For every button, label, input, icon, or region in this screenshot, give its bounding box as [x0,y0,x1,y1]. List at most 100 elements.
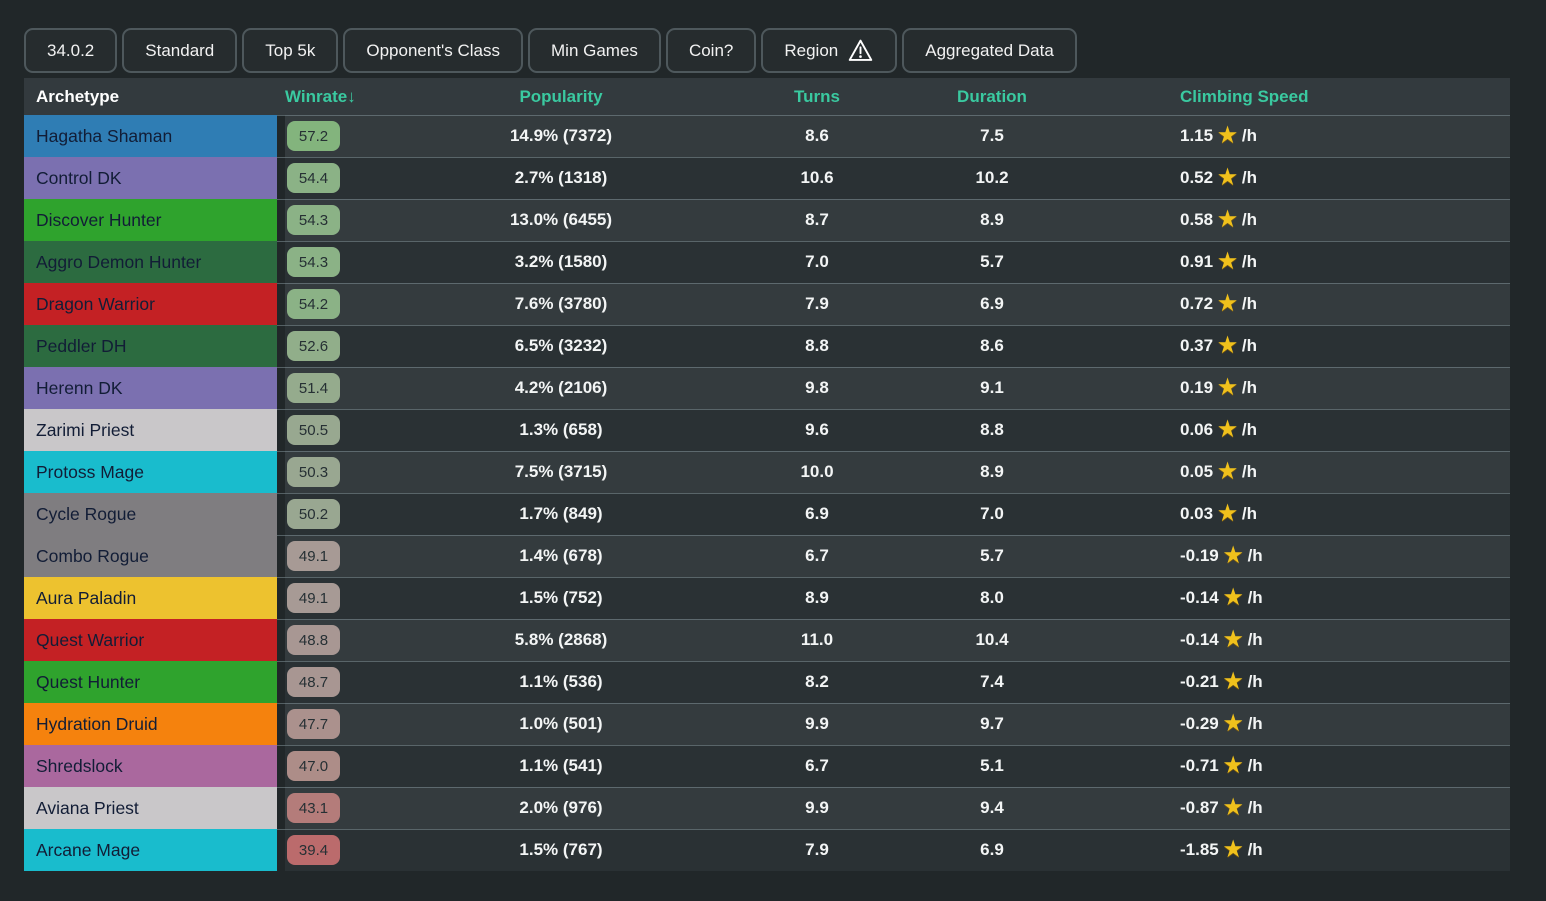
archetype-cell[interactable]: Dragon Warrior [24,283,277,325]
archetype-cell[interactable]: Zarimi Priest [24,409,277,451]
per-hour-suffix: /h [1241,420,1258,439]
format-button[interactable]: Standard [122,28,238,73]
archetype-cell[interactable]: Cycle Rogue [24,493,277,535]
duration-value: 6.9 [980,840,1004,859]
archetype-name: Zarimi Priest [36,419,135,440]
table-row: Discover Hunter 54.3 13.0% (6455) 8.7 8.… [24,199,1510,241]
coin-button[interactable]: Coin? [665,28,757,73]
winrate-badge: 51.4 [287,373,340,403]
per-hour-suffix: /h [1247,630,1263,649]
star-icon: ★ [1223,753,1243,777]
popularity-value: 1.5% (752) [519,588,603,607]
table-body: Hagatha Shaman 57.2 14.9% (7372) 8.6 7.5… [24,115,1510,871]
popularity-value: 7.5% (3715) [514,462,608,481]
duration-value: 9.1 [980,378,1004,397]
table-row: Aggro Demon Hunter 54.3 3.2% (1580) 7.0 … [24,241,1510,283]
archetype-cell[interactable]: Discover Hunter [24,199,277,241]
duration-value: 8.6 [980,336,1004,355]
per-hour-suffix: /h [1247,546,1263,565]
archetype-cell[interactable]: Shredslock [24,745,277,787]
archetype-cell[interactable]: Aviana Priest [24,787,277,829]
archetype-cell[interactable]: Quest Warrior [24,619,277,661]
archetype-cell[interactable]: Control DK [24,157,277,199]
sort-desc-icon: ↓ [347,86,356,106]
filter-toolbar: 34.0.2 Standard Top 5k Opponent's Class … [24,28,1510,73]
climbing-speed-value: 0.05 ★/h [1047,451,1510,493]
archetype-cell[interactable]: Hydration Druid [24,703,277,745]
winrate-badge: 50.2 [287,499,340,529]
min-games-button[interactable]: Min Games [528,28,661,73]
archetype-name: Hydration Druid [36,713,158,734]
table-row: Zarimi Priest 50.5 1.3% (658) 9.6 8.8 0.… [24,409,1510,451]
winrate-badge: 54.3 [287,247,340,277]
climbing-speed-value: -0.21 ★/h [1047,661,1510,703]
duration-value: 10.2 [975,168,1009,187]
archetype-cell[interactable]: Herenn DK [24,367,277,409]
archetype-cell[interactable]: Protoss Mage [24,451,277,493]
popularity-value: 5.8% (2868) [514,630,608,649]
winrate-cell: 47.0 [285,745,425,787]
star-icon: ★ [1223,669,1243,693]
format-label: Standard [145,40,215,60]
popularity-value: 2.0% (976) [519,798,603,817]
archetype-cell[interactable]: Aura Paladin [24,577,277,619]
archetype-name: Herenn DK [36,377,123,398]
winrate-cell: 49.1 [285,577,425,619]
archetype-name: Aviana Priest [36,797,139,818]
winrate-badge: 47.7 [287,709,340,739]
column-spacer [277,829,285,871]
climbing-speed-value: -0.87 ★/h [1047,787,1510,829]
climb-number: -0.19 [1180,546,1219,565]
header-archetype[interactable]: Archetype [36,86,120,106]
column-spacer [277,745,285,787]
region-button[interactable]: Region [761,28,898,73]
rank-filter-button[interactable]: Top 5k [242,28,339,73]
turns-value: 7.9 [805,840,829,859]
climb-number: -0.87 [1180,798,1219,817]
archetype-cell[interactable]: Aggro Demon Hunter [24,241,277,283]
archetype-cell[interactable]: Quest Hunter [24,661,277,703]
archetype-name: Aura Paladin [36,587,137,608]
opponents-class-button[interactable]: Opponent's Class [343,28,524,73]
climb-number: 0.52 [1180,168,1214,187]
winrate-badge: 39.4 [287,835,340,865]
duration-value: 8.9 [980,462,1004,481]
table-row: Hagatha Shaman 57.2 14.9% (7372) 8.6 7.5… [24,115,1510,157]
winrate-cell: 43.1 [285,787,425,829]
table-row: Hydration Druid 47.7 1.0% (501) 9.9 9.7 … [24,703,1510,745]
archetype-name: Hagatha Shaman [36,125,173,146]
star-icon: ★ [1218,417,1237,441]
climbing-speed-value: -1.85 ★/h [1047,829,1510,871]
archetype-name: Quest Warrior [36,629,145,650]
climbing-speed-value: 0.58 ★/h [1047,199,1510,241]
winrate-cell: 39.4 [285,829,425,871]
archetype-cell[interactable]: Hagatha Shaman [24,115,277,157]
climbing-speed-value: -0.71 ★/h [1047,745,1510,787]
table-row: Dragon Warrior 54.2 7.6% (3780) 7.9 6.9 … [24,283,1510,325]
winrate-badge: 49.1 [287,583,340,613]
climbing-speed-value: 0.06 ★/h [1047,409,1510,451]
archetype-cell[interactable]: Peddler DH [24,325,277,367]
turns-value: 7.0 [805,252,829,271]
popularity-value: 1.3% (658) [519,420,603,439]
archetype-name: Arcane Mage [36,839,141,860]
turns-value: 9.8 [805,378,829,397]
duration-value: 5.7 [980,546,1004,565]
table-row: Herenn DK 51.4 4.2% (2106) 9.8 9.1 0.19 ★… [24,367,1510,409]
table-row: Cycle Rogue 50.2 1.7% (849) 6.9 7.0 0.03… [24,493,1510,535]
header-climbing-speed[interactable]: Climbing Speed [1180,86,1309,106]
column-spacer [277,577,285,619]
aggregated-data-button[interactable]: Aggregated Data [902,28,1077,73]
header-duration[interactable]: Duration [957,86,1027,106]
archetype-cell[interactable]: Arcane Mage [24,829,277,871]
per-hour-suffix: /h [1247,798,1263,817]
archetype-cell[interactable]: Combo Rogue [24,535,277,577]
patch-version-button[interactable]: 34.0.2 [24,28,118,73]
turns-value: 9.6 [805,420,829,439]
climb-number: -0.14 [1180,588,1219,607]
header-turns[interactable]: Turns [794,86,840,106]
archetype-name: Peddler DH [36,335,127,356]
header-popularity[interactable]: Popularity [519,86,603,106]
header-winrate[interactable]: Winrate↓ [285,87,425,107]
star-icon: ★ [1223,795,1243,819]
